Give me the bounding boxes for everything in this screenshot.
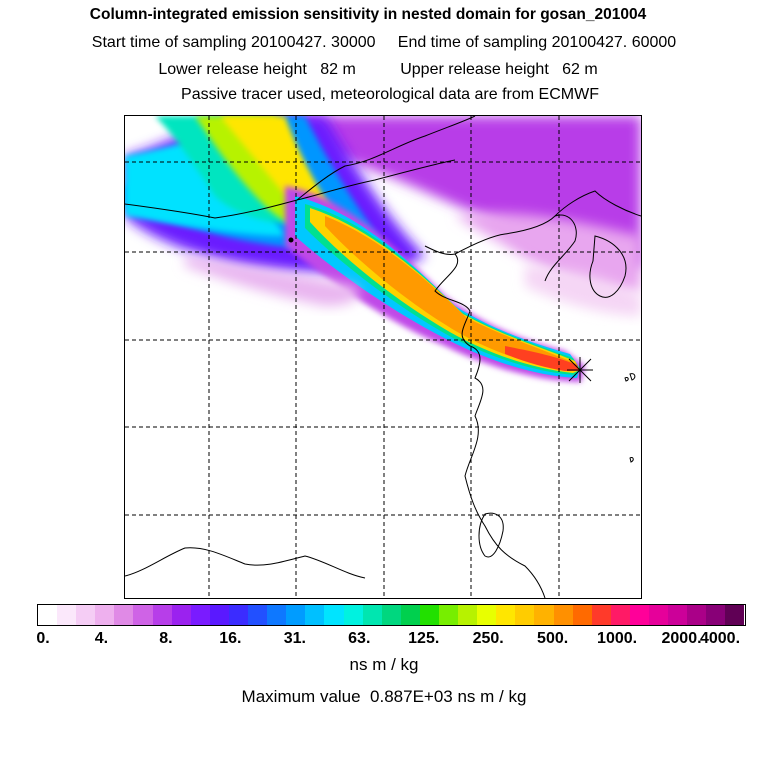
colorbar-cell — [458, 605, 478, 625]
colorbar-tick-label: 8. — [159, 630, 173, 647]
colorbar-cell — [152, 605, 172, 625]
maximum-value-text: Maximum value 0.887E+03 ns m / kg — [241, 687, 527, 706]
colorbar-tick-label: 125. — [408, 630, 440, 647]
colorbar-cell — [133, 605, 153, 625]
colorbar-cell — [438, 605, 459, 625]
colorbar-cell — [649, 605, 669, 625]
emission-sensitivity-map — [124, 115, 642, 599]
colorbar-tick-label: 250. — [472, 630, 504, 647]
coastlines — [125, 116, 641, 598]
colorbar-cell — [591, 605, 611, 625]
colorbar-cell — [267, 605, 287, 625]
colorbar-cell — [610, 605, 630, 625]
colorbar-cell — [687, 605, 707, 625]
colorbar-cell — [725, 605, 745, 625]
plume-field — [125, 116, 641, 382]
colorbar-tick-label: 63. — [348, 630, 371, 647]
colorbar-tick-label: 4. — [94, 630, 109, 647]
release-height-line: Lower release height 82 m Upper release … — [158, 61, 598, 78]
receptor-marker — [567, 357, 593, 383]
colorbar-cell — [114, 605, 134, 625]
colorbar-cell — [496, 605, 516, 625]
colorbar — [37, 604, 746, 626]
colorbar-cell — [477, 605, 497, 625]
colorbar-tick-label: 0. — [36, 630, 50, 647]
colorbar-cell — [209, 605, 229, 625]
colorbar-cell — [57, 605, 77, 625]
colorbar-cell — [38, 605, 58, 625]
colorbar-cell — [629, 605, 649, 625]
colorbar-tick-label: 1000. — [597, 630, 638, 647]
colorbar-cell — [76, 605, 96, 625]
colorbar-cell — [534, 605, 554, 625]
colorbar-cell — [515, 605, 535, 625]
colorbar-cell — [572, 605, 592, 625]
colorbar-cell — [362, 605, 382, 625]
colorbar-cell — [668, 605, 688, 625]
colorbar-cell — [95, 605, 115, 625]
colorbar-cell — [305, 605, 325, 625]
colorbar-cell — [286, 605, 306, 625]
colorbar-units: ns m / kg — [349, 655, 419, 674]
colorbar-cell — [190, 605, 210, 625]
colorbar-cell — [553, 605, 573, 625]
colorbar-cell — [343, 605, 363, 625]
colorbar-cell — [171, 605, 191, 625]
graticule — [125, 116, 641, 598]
colorbar-cell — [324, 605, 344, 625]
colorbar-tick-label: 500. — [537, 630, 569, 647]
colorbar-cell — [248, 605, 268, 625]
tracer-info-line: Passive tracer used, meteorological data… — [181, 86, 599, 103]
colorbar-cell — [706, 605, 726, 625]
colorbar-cell — [228, 605, 249, 625]
colorbar-tick-label: 31. — [283, 630, 306, 647]
colorbar-cell — [381, 605, 401, 625]
colorbar-tick-label: 4000. — [699, 630, 741, 647]
colorbar-tick-label: 2000. — [661, 630, 702, 647]
sampling-time-line: Start time of sampling 20100427. 30000 E… — [91, 34, 677, 51]
plot-title: Column-integrated emission sensitivity i… — [89, 6, 647, 23]
colorbar-tick-label: 16. — [219, 630, 242, 647]
colorbar-cell — [419, 605, 439, 625]
colorbar-cell — [400, 605, 420, 625]
